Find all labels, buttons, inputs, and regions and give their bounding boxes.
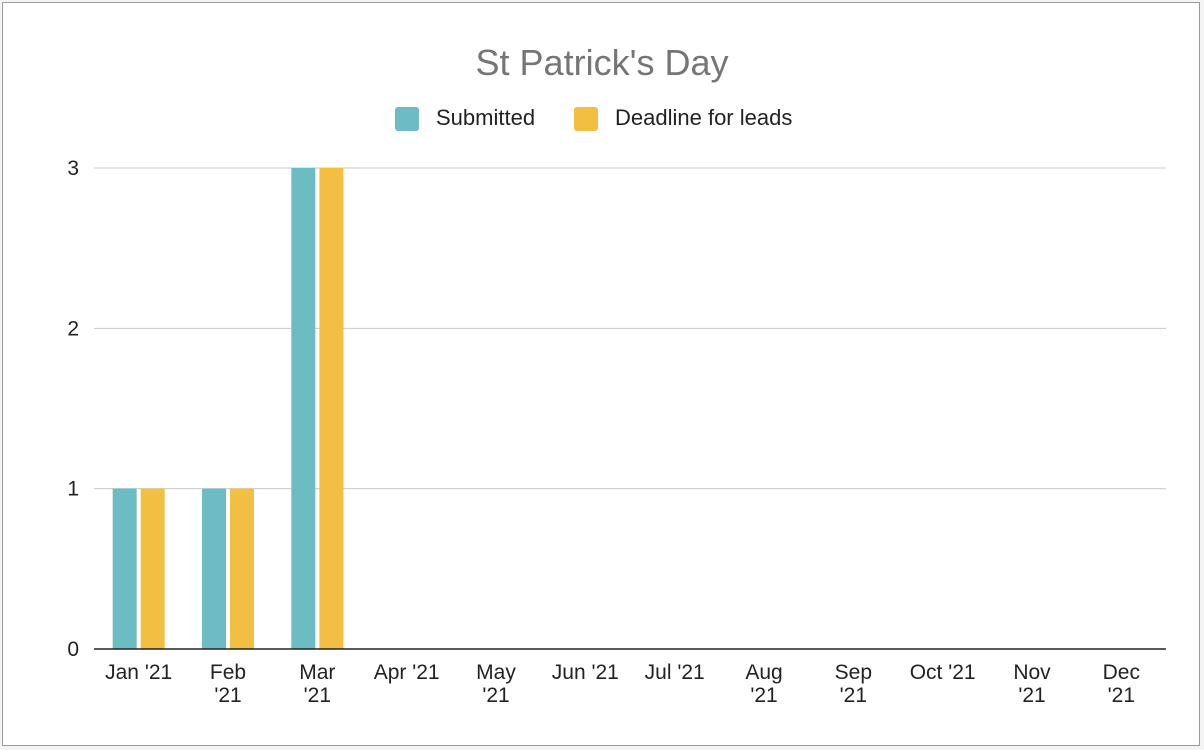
x-tick-label-12: Dec '21 bbox=[1103, 661, 1140, 707]
bar-chart: St Patrick's Day Submitted Deadline for l… bbox=[67, 42, 1166, 707]
legend: Submitted Deadline for leads bbox=[395, 105, 792, 131]
legend-swatch-2 bbox=[574, 107, 598, 131]
y-axis-ticks: 0 1 2 3 bbox=[67, 157, 79, 661]
x-tick-label-2: Feb '21 bbox=[210, 661, 246, 707]
bar-2-1 bbox=[140, 488, 165, 649]
y-tick-label-2: 2 bbox=[67, 317, 79, 340]
legend-label-1: Submitted bbox=[436, 105, 535, 130]
x-tick-label-11: Nov '21 bbox=[1013, 661, 1051, 707]
bar-2-2 bbox=[230, 488, 254, 649]
y-tick-label-3: 3 bbox=[67, 157, 79, 180]
x-axis-ticks: Jan '21 Feb '21 Mar '21 Apr '21 May '21 Jun '21 J… bbox=[105, 661, 1140, 707]
chart-title: St Patrick's Day bbox=[476, 42, 729, 83]
x-tick-label-3: Mar '21 bbox=[299, 661, 335, 707]
x-tick-label-9: Sep '21 bbox=[835, 661, 872, 707]
x-tick-label-8: Aug '21 bbox=[745, 661, 782, 707]
x-tick-label-7: Jul '21 bbox=[645, 661, 705, 684]
x-tick-label-5: May '21 bbox=[476, 661, 516, 707]
x-tick-label-1: Jan '21 bbox=[105, 661, 172, 684]
y-tick-label-0: 0 bbox=[67, 638, 79, 661]
bar-2-3 bbox=[319, 168, 344, 649]
gridlines bbox=[94, 167, 1166, 490]
y-tick-label-1: 1 bbox=[67, 478, 79, 501]
bar-1-2 bbox=[202, 488, 226, 649]
x-tick-label-6: Jun '21 bbox=[552, 661, 619, 684]
x-tick-label-10: Oct '21 bbox=[910, 661, 976, 684]
legend-swatch-1 bbox=[395, 107, 419, 131]
bars bbox=[94, 168, 1166, 650]
x-tick-label-4: Apr '21 bbox=[374, 661, 440, 684]
bar-1-1 bbox=[112, 488, 137, 649]
bar-1-3 bbox=[291, 168, 316, 649]
legend-label-2: Deadline for leads bbox=[615, 105, 792, 130]
